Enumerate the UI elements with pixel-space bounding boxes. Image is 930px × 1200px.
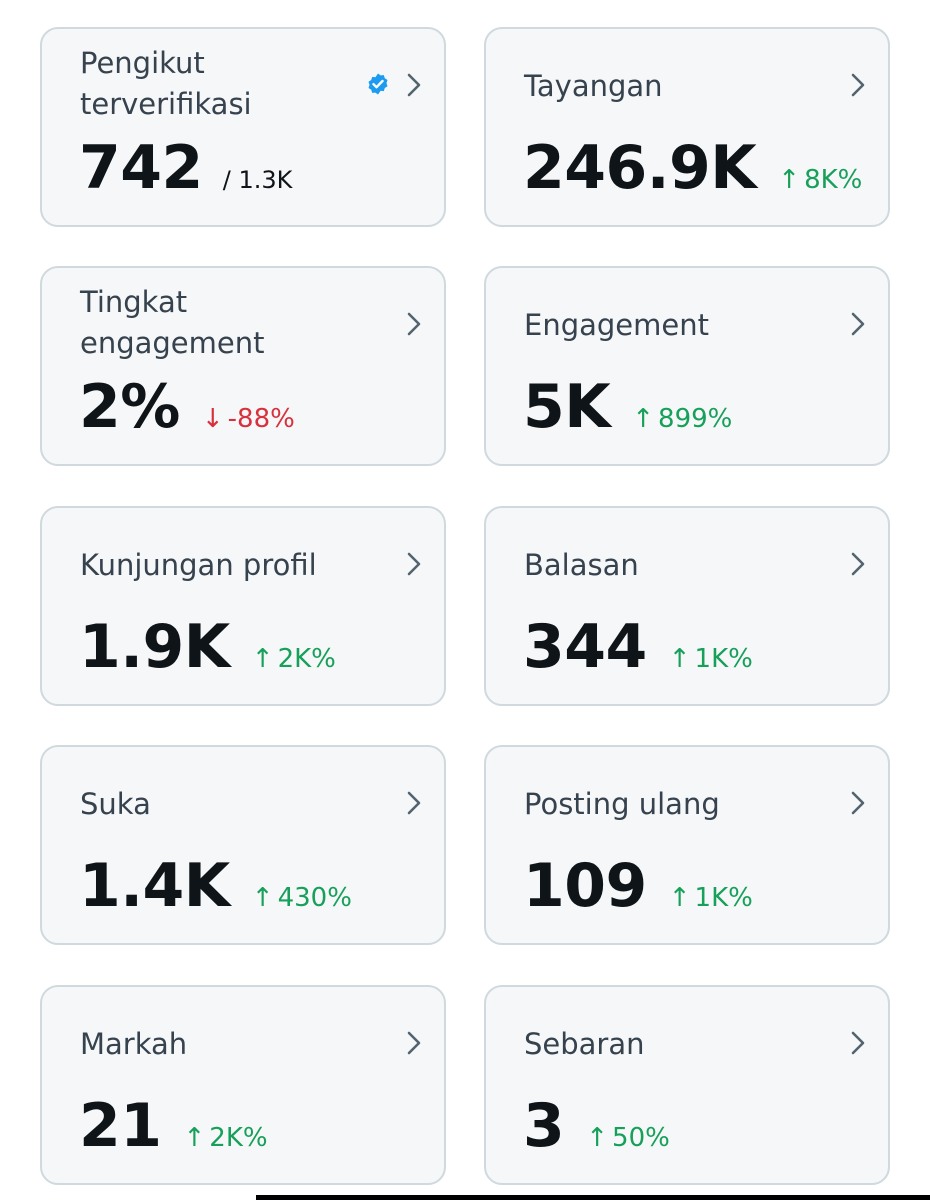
chevron-right-icon[interactable] (846, 787, 870, 819)
card-value-row: 5K ↑ 899% (523, 372, 732, 442)
change-value: -88% (227, 404, 295, 434)
card-label: Balasan (524, 548, 639, 582)
change-value: 8K% (804, 165, 863, 195)
card-value-row: 3 ↑ 50% (523, 1091, 670, 1161)
chevron-right-icon[interactable] (402, 787, 426, 819)
metric-change: ↑ 8K% (778, 165, 862, 195)
card-label: Kunjungan profil (80, 548, 317, 582)
metric-value: 21 (79, 1091, 162, 1161)
metric-change: ↑ 430% (252, 883, 352, 913)
change-value: 50% (612, 1123, 670, 1153)
arrow-up-icon: ↑ (668, 883, 691, 913)
metric-change: ↑ 1K% (669, 883, 753, 913)
arrow-up-icon: ↑ (586, 1123, 609, 1153)
card-label: Markah (80, 1027, 188, 1061)
card-bookmarks[interactable]: Markah 21 ↑ 2K% (40, 985, 446, 1185)
metric-change: ↑ 2K% (184, 1123, 268, 1153)
change-value: 1K% (694, 644, 753, 674)
metric-change: ↑ 2K% (252, 644, 336, 674)
arrow-up-icon: ↑ (632, 404, 655, 434)
chevron-right-icon[interactable] (846, 1027, 870, 1059)
card-likes[interactable]: Suka 1.4K ↑ 430% (40, 745, 446, 945)
metric-total: / 1.3K (222, 166, 293, 194)
card-label: Suka (80, 787, 151, 821)
metric-value: 344 (523, 612, 647, 682)
card-value-row: 21 ↑ 2K% (79, 1091, 268, 1161)
chevron-right-icon[interactable] (402, 308, 426, 340)
chevron-right-icon[interactable] (402, 69, 426, 101)
chevron-right-icon[interactable] (846, 69, 870, 101)
card-value-row: 246.9K ↑ 8K% (523, 133, 862, 203)
metric-value: 1.9K (79, 612, 230, 682)
metric-value: 2% (79, 372, 180, 442)
card-value-row: 2% ↓ -88% (79, 372, 295, 442)
metric-change: ↓ -88% (202, 404, 295, 434)
chevron-right-icon[interactable] (846, 308, 870, 340)
card-label: Tingkat engagement (80, 285, 265, 360)
metric-value: 3 (523, 1091, 565, 1161)
arrow-up-icon: ↑ (778, 165, 801, 195)
card-replies[interactable]: Balasan 344 ↑ 1K% (484, 506, 890, 706)
metric-value: 742 (79, 133, 203, 203)
arrow-up-icon: ↑ (183, 1123, 206, 1153)
card-value-row: 1.4K ↑ 430% (79, 851, 352, 921)
card-value-row: 109 ↑ 1K% (523, 851, 753, 921)
metric-value: 5K (523, 372, 611, 442)
arrow-down-icon: ↓ (201, 404, 224, 434)
card-label: Pengikut terverifikasi (80, 46, 252, 121)
bottom-divider-bar (256, 1195, 930, 1200)
metric-change: ↑ 50% (586, 1123, 670, 1153)
card-reposts[interactable]: Posting ulang 109 ↑ 1K% (484, 745, 890, 945)
card-label: Sebaran (524, 1027, 645, 1061)
card-value-row: 1.9K ↑ 2K% (79, 612, 336, 682)
metric-value: 1.4K (79, 851, 230, 921)
metric-change: ↑ 899% (632, 404, 732, 434)
metric-value: 246.9K (523, 133, 757, 203)
change-value: 430% (277, 883, 352, 913)
arrow-up-icon: ↑ (251, 883, 274, 913)
card-value-row: 344 ↑ 1K% (523, 612, 753, 682)
arrow-up-icon: ↑ (251, 644, 274, 674)
card-label: Engagement (524, 308, 709, 342)
card-label: Posting ulang (524, 787, 720, 821)
card-label: Tayangan (524, 69, 663, 103)
card-verified-followers[interactable]: Pengikut terverifikasi 742 / 1.3K (40, 27, 446, 227)
change-value: 2K% (209, 1123, 268, 1153)
card-impressions[interactable]: Tayangan 246.9K ↑ 8K% (484, 27, 890, 227)
chevron-right-icon[interactable] (402, 1027, 426, 1059)
chevron-right-icon[interactable] (846, 548, 870, 580)
card-value-row: 742 / 1.3K (79, 133, 292, 203)
metric-change: ↑ 1K% (669, 644, 753, 674)
verified-badge-icon (368, 73, 388, 95)
arrow-up-icon: ↑ (668, 644, 691, 674)
card-engagements[interactable]: Engagement 5K ↑ 899% (484, 266, 890, 466)
card-shares[interactable]: Sebaran 3 ↑ 50% (484, 985, 890, 1185)
change-value: 2K% (277, 644, 336, 674)
metric-value: 109 (523, 851, 647, 921)
change-value: 1K% (694, 883, 753, 913)
change-value: 899% (658, 404, 733, 434)
chevron-right-icon[interactable] (402, 548, 426, 580)
card-profile-visits[interactable]: Kunjungan profil 1.9K ↑ 2K% (40, 506, 446, 706)
card-engagement-rate[interactable]: Tingkat engagement 2% ↓ -88% (40, 266, 446, 466)
